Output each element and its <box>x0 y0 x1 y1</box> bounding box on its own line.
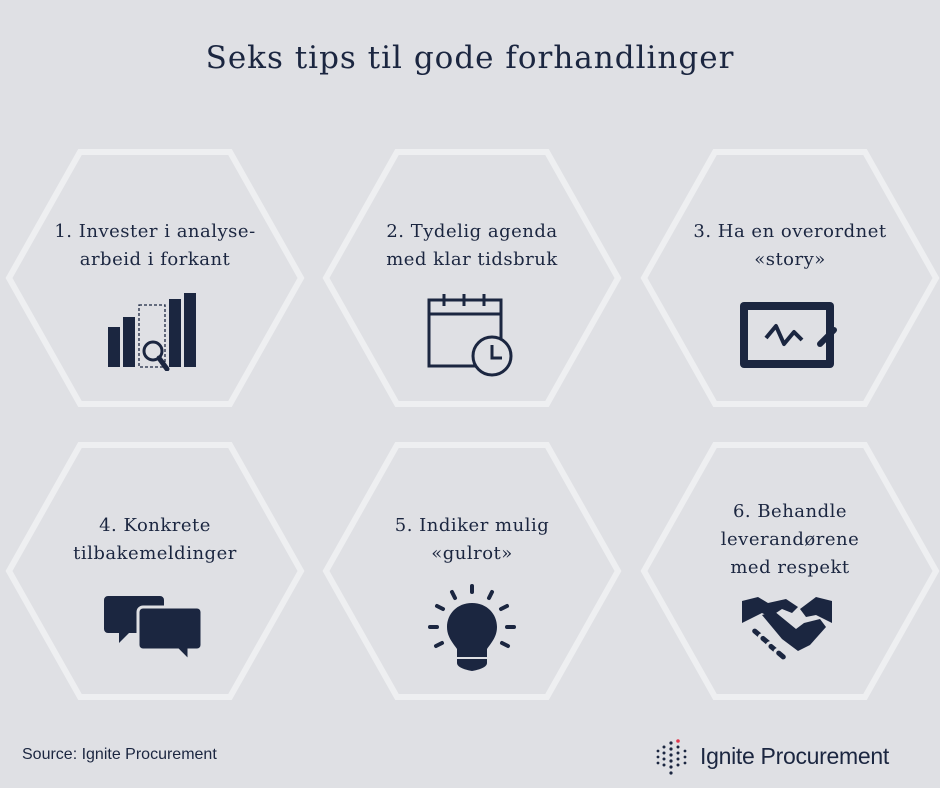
brand-name: Ignite Procurement <box>700 742 889 769</box>
tip-card-6: 6. Behandle leverandørene med respekt <box>640 441 940 701</box>
tip-card-1: 1. Invester i analyse-arbeid i forkant <box>5 148 305 408</box>
hexagon-frame <box>5 149 305 407</box>
hexagon-frame <box>322 442 622 700</box>
source-caption: Source: Ignite Procurement <box>22 746 217 763</box>
bar-chart-magnifier-icon <box>108 293 196 371</box>
tip-5-text: 5. Indiker mulig «gulrot» <box>394 515 550 564</box>
tip-card-2: 2. Tydelig agenda med klar tidsbruk <box>322 148 622 408</box>
lightbulb-icon <box>428 584 516 671</box>
tip-4-text: 4. Konkrete tilbakemeldinger <box>73 515 237 564</box>
tip-1-text: 1. Invester i analyse-arbeid i forkant <box>54 221 256 270</box>
calendar-clock-icon <box>427 294 513 377</box>
hexagon-frame <box>5 442 305 700</box>
hexagon-frame <box>640 149 940 407</box>
tip-6-text: 6. Behandle leverandørene med respekt <box>720 501 860 578</box>
ignite-dots-logo-icon <box>656 739 687 775</box>
hexagon-frame <box>640 442 940 700</box>
tip-3-text: 3. Ha en overordnet «story» <box>693 221 887 270</box>
tip-card-4: 4. Konkrete tilbakemeldinger <box>5 441 305 701</box>
presentation-board-icon <box>740 302 837 368</box>
brand-logo: Ignite Procurement <box>652 737 889 775</box>
chat-bubbles-icon <box>104 596 204 665</box>
tip-card-3: 3. Ha en overordnet «story» <box>640 148 940 408</box>
hexagon-frame <box>322 149 622 407</box>
tip-2-text: 2. Tydelig agenda med klar tidsbruk <box>386 221 558 270</box>
handshake-icon <box>742 597 832 663</box>
tip-card-5: 5. Indiker mulig «gulrot» <box>322 441 622 701</box>
page-title: Seks tips til gode forhandlinger <box>205 40 735 76</box>
